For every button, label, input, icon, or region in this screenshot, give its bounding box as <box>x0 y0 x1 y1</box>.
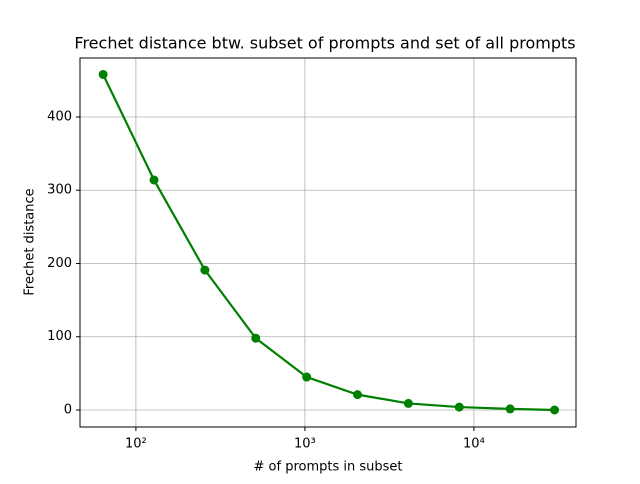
point <box>353 390 363 400</box>
y-tick-label: 300 <box>47 183 72 198</box>
point <box>403 398 413 408</box>
x-tick-label: 10³ <box>294 437 316 452</box>
y-tick-label: 200 <box>47 256 72 271</box>
point <box>550 405 560 415</box>
point <box>98 69 108 79</box>
point <box>200 265 210 275</box>
y-tick-label: 0 <box>64 403 72 418</box>
point <box>149 175 159 185</box>
x-tick-label: 10² <box>125 437 147 452</box>
y-tick-label: 400 <box>47 109 72 124</box>
point <box>505 404 515 414</box>
y-tick-label: 100 <box>47 329 72 344</box>
point <box>251 333 261 343</box>
plot-frame <box>79 57 577 428</box>
y-axis-label: Frechet distance <box>23 188 38 295</box>
point <box>302 372 312 382</box>
series-line <box>102 74 555 412</box>
x-tick-label: 10⁴ <box>463 437 485 452</box>
x-axis-label: # of prompts in subset <box>254 460 403 475</box>
point <box>454 402 464 412</box>
chart-title: Frechet distance btw. subset of prompts … <box>74 34 575 53</box>
